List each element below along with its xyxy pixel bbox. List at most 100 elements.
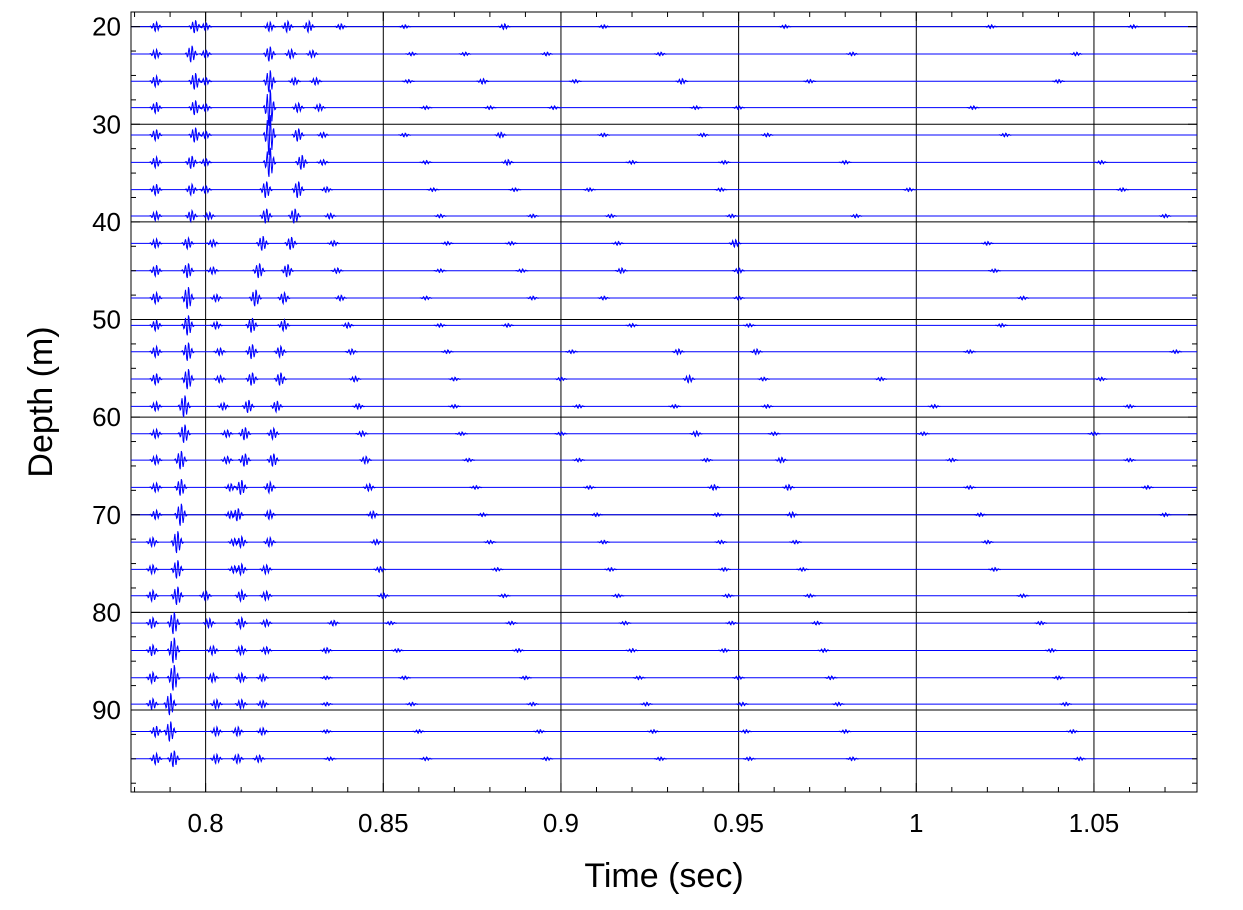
trace-wavelet [458, 51, 472, 57]
trace-wavelet [273, 372, 287, 386]
trace-wavelet [280, 19, 295, 34]
trace-wavelet [198, 589, 213, 602]
trace-wavelet [554, 431, 568, 437]
trace-wavelet [582, 187, 596, 193]
trace-wavelet [252, 753, 266, 764]
trace-wavelet [287, 208, 302, 224]
trace-wavelet [796, 566, 810, 572]
trace-wavelet [188, 20, 202, 34]
trace-wavelet [312, 102, 326, 113]
trace-wavelet [149, 209, 163, 223]
trace-wavelet [668, 403, 682, 409]
trace-wavelet [845, 756, 859, 762]
trace-wavelet [184, 182, 199, 197]
y-tick-label: 30 [92, 109, 121, 139]
trace-wavelet [1094, 159, 1108, 166]
trace-wavelet [262, 508, 277, 521]
trace-wavelet [1034, 620, 1048, 626]
trace-wavelet [234, 562, 248, 577]
trace-wavelet [511, 647, 525, 654]
trace-wavelet [209, 697, 223, 711]
trace-wavelet [526, 295, 540, 301]
trace-wavelet [988, 566, 1002, 572]
trace-wavelet [220, 455, 234, 465]
trace-wavelet [362, 482, 376, 493]
trace-wavelet [1016, 593, 1030, 599]
trace-wavelet [198, 130, 213, 140]
trace-wavelet [319, 646, 334, 655]
trace-wavelet [714, 539, 728, 545]
trace-wavelet [1051, 78, 1065, 84]
trace-wavelet [1126, 24, 1140, 30]
trace-wavelet [145, 615, 160, 629]
trace-wavelet [597, 24, 611, 30]
trace-wavelet [696, 132, 710, 138]
trace-wavelet [1122, 403, 1136, 409]
x-tick-label: 1.05 [1069, 808, 1120, 838]
trace-wavelet [262, 114, 277, 156]
trace-wavelet [284, 236, 298, 250]
trace-wavelet [234, 698, 248, 711]
trace-wavelet [206, 644, 220, 657]
trace-wavelet [1158, 512, 1172, 518]
trace-wavelet [721, 593, 735, 599]
trace-wavelet [259, 589, 273, 602]
x-tick-label: 0.85 [358, 808, 409, 838]
trace-wavelet [149, 265, 163, 279]
trace-wavelet [319, 701, 333, 707]
trace-wavelet [248, 289, 263, 307]
trace-wavelet [188, 100, 202, 116]
trace-wavelet [149, 399, 163, 413]
trace-wavelet [237, 453, 252, 467]
trace-wavelet [540, 51, 554, 57]
trace-wavelet [316, 131, 330, 139]
trace-wavelet [760, 132, 774, 138]
trace-wavelet [760, 403, 774, 409]
trace-wavelet [245, 317, 259, 333]
trace-wavelet [230, 508, 245, 522]
trace-wavelet [1094, 376, 1108, 382]
trace-wavelet [255, 699, 270, 710]
trace-wavelet [732, 675, 746, 681]
trace-wavelet [309, 76, 323, 87]
traces [131, 19, 1197, 768]
trace-wavelet [145, 563, 159, 576]
trace-wavelet [788, 539, 802, 545]
trace-wavelet [547, 105, 561, 111]
trace-wavelet [1115, 187, 1129, 193]
trace-wavelet [1051, 675, 1065, 681]
trace-wavelet [326, 239, 341, 248]
trace-wavelet [483, 539, 497, 545]
trace-wavelet [1122, 457, 1136, 463]
trace-wavelet [494, 131, 508, 139]
trace-wavelet [419, 295, 433, 301]
trace-wavelet [653, 51, 667, 57]
plot-area [130, 11, 1198, 793]
trace-wavelet [166, 637, 181, 664]
trace-wavelet [213, 346, 227, 357]
trace-wavelet [945, 457, 959, 463]
trace-wavelet [398, 132, 412, 138]
trace-wavelet [262, 70, 277, 93]
trace-wavelet [902, 187, 916, 193]
trace-wavelet [1073, 756, 1087, 762]
trace-wavelet [504, 620, 518, 626]
trace-wavelet [262, 89, 277, 126]
trace-wavelet [447, 376, 461, 382]
trace-wavelet [181, 315, 195, 336]
trace-wavelet [255, 726, 270, 737]
trace-wavelet [639, 701, 653, 707]
trace-wavelet [817, 647, 831, 654]
trace-wavelet [1158, 213, 1172, 219]
trace-wavelet [497, 593, 511, 599]
trace-wavelet [259, 563, 273, 576]
trace-wavelet [874, 376, 888, 382]
trace-wavelet [302, 19, 316, 34]
trace-wavelet [326, 619, 341, 627]
trace-wavelet [237, 427, 252, 441]
trace-wavelet [973, 512, 987, 518]
trace-wavelet [700, 457, 714, 463]
trace-wavelet [504, 240, 518, 246]
trace-wavelet [742, 756, 756, 762]
